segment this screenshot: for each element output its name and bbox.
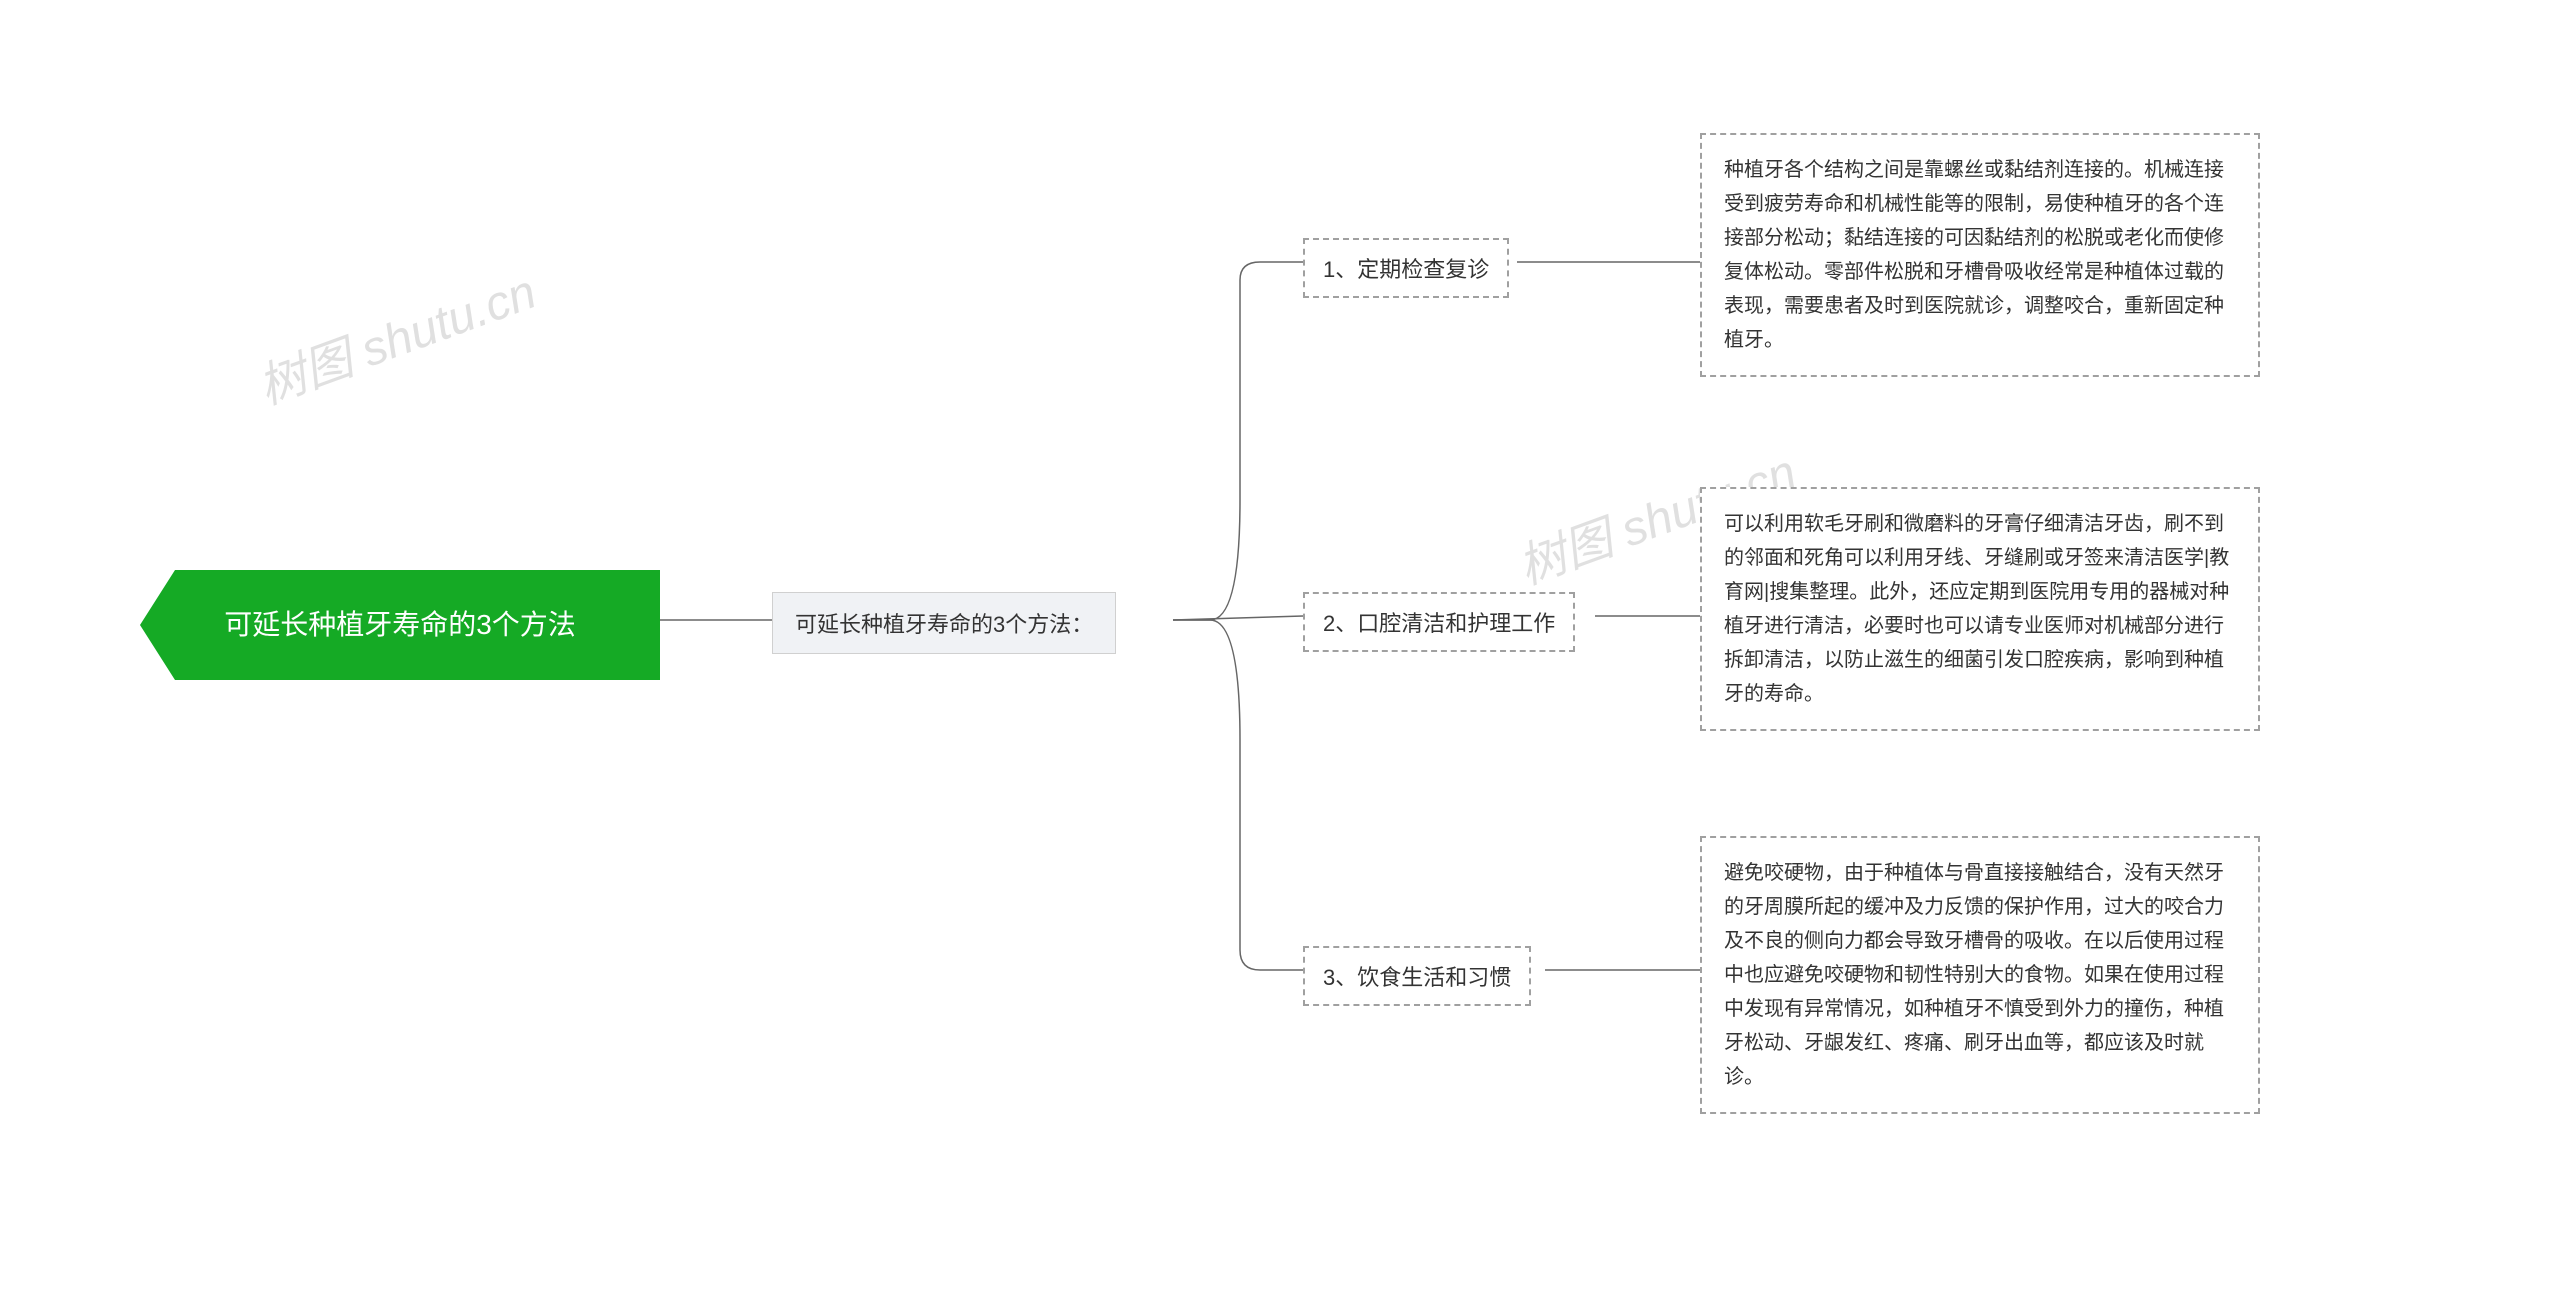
level1-node[interactable]: 可延长种植牙寿命的3个方法： <box>772 592 1116 654</box>
branch-1-title[interactable]: 1、定期检查复诊 <box>1303 238 1509 298</box>
branch-2-title-text: 2、口腔清洁和护理工作 <box>1323 611 1555 636</box>
branch-2-detail-text: 可以利用软毛牙刷和微磨料的牙膏仔细清洁牙齿，刷不到的邻面和死角可以利用牙线、牙缝… <box>1724 513 2229 705</box>
branch-3-title-text: 3、饮食生活和习惯 <box>1323 965 1511 990</box>
branch-3-detail[interactable]: 避免咬硬物，由于种植体与骨直接接触结合，没有天然牙的牙周膜所起的缓冲及力反馈的保… <box>1700 836 2260 1114</box>
branch-2-title[interactable]: 2、口腔清洁和护理工作 <box>1303 592 1575 652</box>
root-node[interactable]: 可延长种植牙寿命的3个方法 <box>140 570 660 680</box>
branch-1-title-text: 1、定期检查复诊 <box>1323 257 1489 282</box>
root-label: 可延长种植牙寿命的3个方法 <box>224 604 576 646</box>
branch-1-detail[interactable]: 种植牙各个结构之间是靠螺丝或黏结剂连接的。机械连接受到疲劳寿命和机械性能等的限制… <box>1700 133 2260 377</box>
branch-3-title[interactable]: 3、饮食生活和习惯 <box>1303 946 1531 1006</box>
branch-1-detail-text: 种植牙各个结构之间是靠螺丝或黏结剂连接的。机械连接受到疲劳寿命和机械性能等的限制… <box>1724 159 2224 351</box>
branch-2-detail[interactable]: 可以利用软毛牙刷和微磨料的牙膏仔细清洁牙齿，刷不到的邻面和死角可以利用牙线、牙缝… <box>1700 487 2260 731</box>
branch-3-detail-text: 避免咬硬物，由于种植体与骨直接接触结合，没有天然牙的牙周膜所起的缓冲及力反馈的保… <box>1724 862 2224 1088</box>
level1-label: 可延长种植牙寿命的3个方法： <box>795 612 1093 637</box>
watermark-1: 树图 shutu.cn <box>247 252 544 417</box>
